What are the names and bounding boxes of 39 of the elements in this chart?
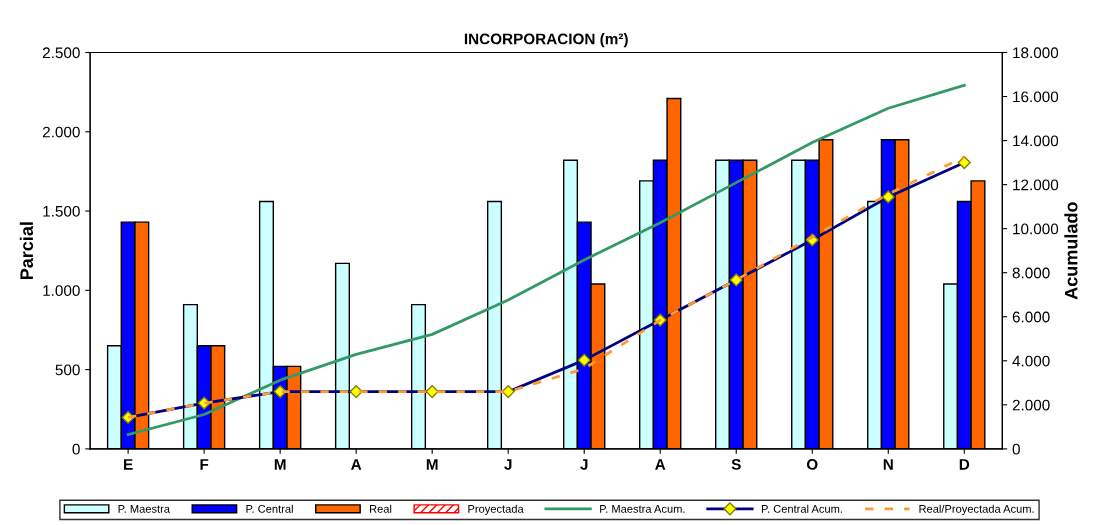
y-tick-label: 1.000 <box>43 285 80 297</box>
y2-tick-label: 6.000 <box>1012 311 1050 323</box>
y2-tick-label: 0 <box>1012 443 1020 455</box>
y-tick-label: 1.500 <box>43 205 80 217</box>
y2-tick-label: 10.000 <box>1013 223 1059 235</box>
y2-tick-label: 4.000 <box>1012 355 1050 367</box>
x-tick-label: F <box>200 459 209 470</box>
y2-axis-title: Acumulado <box>1064 202 1078 300</box>
x-tick-label: N <box>883 459 893 470</box>
y2-tick-label: 12.000 <box>1013 179 1059 191</box>
y-axis-title: Parcial <box>19 222 34 280</box>
y2-tick-label: 18.000 <box>1013 47 1059 59</box>
y2-tick-label: 16.000 <box>1013 91 1059 103</box>
legend-label: Real/Proyectada Acum. <box>919 504 1034 515</box>
x-tick-label: J <box>504 459 512 470</box>
legend-label: P. Central Acum. <box>761 504 842 513</box>
x-tick-label: A <box>655 459 666 470</box>
y-tick-label: 500 <box>55 364 80 376</box>
legend-label: Real <box>369 504 392 513</box>
x-tick-label: D <box>959 459 970 470</box>
legend-label: P. Maestra Acum. <box>600 505 685 513</box>
x-tick-label: M <box>274 459 286 470</box>
y2-tick-label: 14.000 <box>1013 135 1059 147</box>
line-series <box>126 83 966 436</box>
y-tick-label: 2.500 <box>42 47 80 59</box>
y2-tick-label: 2.000 <box>1012 399 1050 411</box>
chart-title: INCORPORACION (m²) <box>464 33 628 48</box>
x-tick-label: S <box>731 459 741 470</box>
legend-label: Proyectada <box>468 504 524 515</box>
y-tick-label: 0 <box>72 443 80 455</box>
x-tick-label: M <box>426 459 438 470</box>
y2-tick-label: 8.000 <box>1012 267 1050 279</box>
x-tick-label: E <box>124 459 133 470</box>
y-tick-label: 2.000 <box>42 126 80 138</box>
x-tick-label: O <box>806 459 818 470</box>
legend-label: P. Maestra <box>118 505 170 513</box>
legend-label: P. Central <box>246 504 293 513</box>
x-tick-label: J <box>580 459 588 470</box>
x-tick-label: A <box>351 459 362 470</box>
